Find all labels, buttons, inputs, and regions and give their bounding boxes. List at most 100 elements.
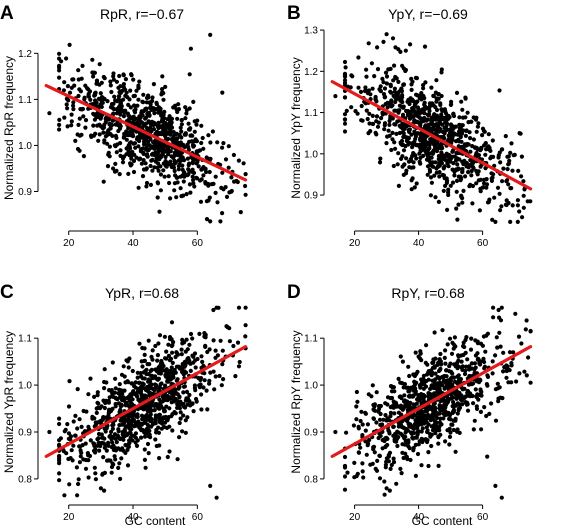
data-point: [467, 184, 472, 189]
data-point: [466, 393, 471, 398]
data-point: [469, 336, 474, 341]
data-point: [371, 444, 377, 449]
data-point: [459, 193, 464, 198]
data-point: [429, 155, 434, 160]
scatter-points: [333, 305, 533, 500]
y-tick-label: 1.1: [304, 334, 318, 345]
data-point: [356, 55, 361, 60]
data-point: [119, 107, 124, 112]
data-point: [118, 407, 123, 412]
data-point: [211, 181, 216, 186]
data-point: [95, 390, 100, 395]
data-point: [393, 431, 398, 436]
data-point: [114, 150, 119, 155]
data-point: [419, 93, 424, 98]
data-point: [92, 117, 97, 122]
data-point: [374, 420, 379, 425]
data-point: [149, 400, 154, 405]
data-point: [472, 367, 477, 372]
data-point: [407, 393, 413, 398]
data-point: [508, 219, 513, 224]
data-point: [194, 175, 199, 180]
data-point: [462, 395, 467, 401]
data-point: [167, 449, 172, 454]
data-point: [524, 318, 529, 323]
data-point: [413, 153, 418, 158]
x-tick-label: 40: [127, 238, 139, 249]
data-point: [399, 124, 405, 129]
data-point: [163, 84, 168, 89]
data-point: [74, 465, 79, 470]
data-point: [387, 429, 392, 434]
data-point: [226, 165, 231, 170]
data-point: [208, 32, 213, 38]
data-point: [166, 174, 171, 179]
data-point: [401, 82, 406, 87]
x-tick-label: 60: [477, 512, 489, 523]
data-point: [467, 130, 472, 135]
data-point: [224, 194, 230, 199]
data-point: [400, 450, 405, 455]
data-point: [455, 411, 460, 416]
data-point: [126, 102, 131, 107]
data-point: [427, 106, 432, 111]
data-point: [194, 122, 199, 127]
data-point: [452, 131, 457, 136]
data-point: [359, 409, 364, 414]
regression-line: [44, 83, 248, 182]
data-point: [354, 474, 359, 479]
data-point: [105, 130, 110, 135]
data-point: [116, 429, 121, 434]
data-point: [473, 153, 478, 158]
data-point: [126, 365, 131, 370]
data-point: [127, 356, 132, 361]
data-point: [132, 117, 137, 122]
data-point: [175, 136, 180, 141]
data-point: [504, 179, 509, 184]
data-point: [412, 185, 417, 190]
data-point: [391, 456, 396, 461]
data-point: [474, 168, 479, 174]
data-point: [157, 209, 162, 214]
data-point: [111, 71, 116, 76]
data-point: [496, 307, 501, 313]
ticks-group: 20 40 60 0.9 1.0 1.1 1.2: [18, 49, 203, 249]
data-point: [382, 123, 387, 128]
data-point: [446, 137, 451, 142]
data-point: [152, 165, 157, 170]
data-point: [447, 442, 452, 447]
data-point: [236, 158, 241, 163]
chart-title: YpY, r=−0.69: [388, 6, 468, 22]
data-point: [400, 95, 405, 100]
data-point: [148, 368, 153, 373]
data-point: [471, 166, 476, 171]
y-tick-label: 1.2: [304, 67, 318, 78]
data-point: [113, 376, 118, 381]
data-point: [417, 144, 422, 149]
data-point: [387, 122, 392, 127]
data-point: [121, 82, 126, 87]
data-point: [108, 79, 113, 84]
data-point: [125, 403, 130, 408]
data-point: [78, 107, 83, 112]
data-point: [199, 140, 204, 146]
data-point: [371, 416, 376, 421]
data-point: [442, 136, 447, 141]
data-point: [151, 127, 156, 132]
data-point: [486, 199, 491, 205]
panel-letter: C: [0, 282, 14, 303]
data-point: [170, 373, 175, 378]
data-point: [401, 455, 406, 461]
data-point: [457, 390, 462, 395]
data-point: [91, 441, 96, 446]
data-point: [144, 166, 149, 171]
data-point: [102, 379, 107, 385]
data-point: [344, 430, 349, 435]
data-point: [187, 182, 192, 187]
data-point: [101, 455, 106, 460]
data-point: [156, 430, 162, 435]
data-point: [414, 156, 419, 161]
data-point: [96, 96, 101, 101]
data-point: [521, 179, 526, 184]
data-point: [143, 465, 148, 470]
